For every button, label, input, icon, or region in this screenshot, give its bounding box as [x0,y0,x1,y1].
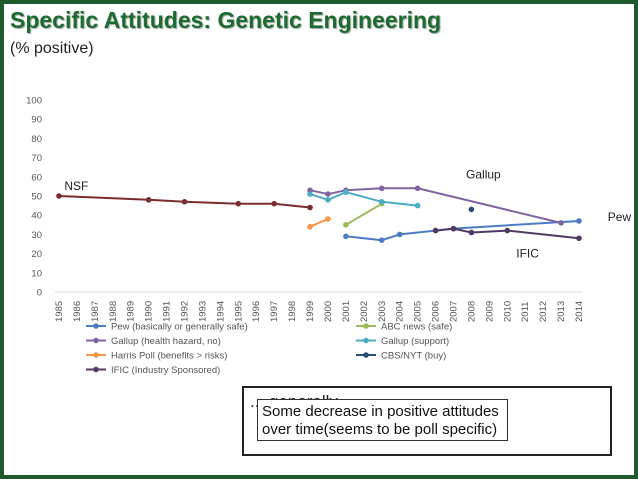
x-tick-label: 2000 [323,301,334,322]
data-point-pew-basically-or-generally-safe [396,231,403,238]
x-tick-label: 1987 [90,301,101,322]
note-panel: ... generally ... Some decrease in posit… [242,386,612,456]
x-tick-label: 1994 [215,301,226,322]
data-point-nsf [235,200,242,207]
data-point-nsf [145,197,152,203]
x-tick-label: 2010 [502,301,513,322]
data-point-harris-poll-benefits-risks [325,216,331,222]
x-tick-label: 1990 [144,301,155,322]
slide-subtitle: (% positive) [10,40,94,57]
y-tick-label: 80 [31,134,42,145]
y-tick-label: 50 [31,192,42,203]
x-tick-label: 1996 [251,301,262,322]
x-tick-label: 1991 [162,301,173,322]
y-tick-label: 20 [31,249,42,260]
data-point-gallup-support [307,191,313,197]
annotation-label: NSF [64,179,88,193]
data-point-pew-basically-or-generally-safe [378,237,385,243]
legend-marker-cbs-nyt-buy [363,352,369,358]
data-point-nsf [307,204,313,211]
legend-label-pew-basically-or-generally-safe: Pew (basically or generally safe) [111,322,248,333]
data-point-gallup-health-hazard-no [325,191,331,197]
x-tick-label: 2003 [377,301,388,322]
series-line-gallup-health-hazard-no [309,187,562,224]
slide: Specific Attitudes: Genetic Engineering … [4,4,634,475]
y-tick-label: 30 [31,230,42,241]
series-line-harris-poll-benefits-risks [309,218,329,228]
legend-marker-pew-basically-or-generally-safe [93,323,99,329]
annotation-label: Gallup [466,168,501,182]
y-tick-label: 100 [26,96,42,107]
data-point-pew-basically-or-generally-safe [343,233,349,240]
note-callout: Some decrease in positive attitudes over… [257,399,508,441]
data-point-ific-industry-sponsored [504,227,511,234]
legend-marker-ific-industry-sponsored [93,366,99,373]
series-line-pew-basically-or-generally-safe [345,220,580,242]
x-tick-label: 1986 [72,301,83,322]
y-tick-label: 70 [31,153,42,164]
x-tick-label: 2006 [431,301,442,322]
data-point-harris-poll-benefits-risks [307,223,313,230]
y-tick-label: 10 [31,268,42,279]
data-point-ific-industry-sponsored [450,225,457,232]
data-point-nsf [56,193,62,199]
x-tick-label: 2009 [484,301,495,322]
x-tick-label: 1992 [180,301,191,322]
y-tick-label: 40 [31,211,42,222]
data-point-gallup-support [378,198,385,205]
data-point-gallup-health-hazard-no [558,220,564,226]
slide-title: Specific Attitudes: Genetic Engineering [10,7,442,33]
y-tick-label: 90 [31,115,42,126]
data-point-gallup-health-hazard-no [378,185,385,192]
series-line-abc-news-safe [345,202,383,226]
x-tick-label: 2002 [359,301,370,322]
data-point-ific-industry-sponsored [468,229,475,236]
line-chart: 0 10 20 30 40 50 60 70 80 90 100 1985 1986 1987 1988 19… [26,96,632,377]
y-tick-label: 60 [31,172,42,183]
legend-label-harris-poll-benefits-risks: Harris Poll (benefits > risks) [111,351,227,362]
legend-label-gallup-support: Gallup (support) [381,336,449,347]
x-tick-label: 1985 [54,301,65,322]
data-point-gallup-support [414,202,421,209]
data-point-gallup-health-hazard-no [414,185,421,192]
x-tick-label: 1993 [197,301,208,322]
x-tick-label: 2004 [395,301,406,322]
legend-marker-abc-news-safe [363,323,369,329]
legend-marker-gallup-health-hazard-no [93,337,99,344]
data-point-ific-industry-sponsored [432,227,439,234]
series-line-nsf [58,195,311,209]
data-point-ific-industry-sponsored [576,235,582,242]
x-tick-label: 1998 [287,301,298,322]
y-tick-label: 0 [37,288,42,299]
x-tick-label: 1989 [126,301,137,322]
x-tick-label: 1999 [305,301,316,322]
data-point-nsf [181,198,188,205]
annotation-label: IFIC [516,246,539,260]
data-point-abc-news-safe [343,222,349,228]
x-tick-label: 1997 [269,301,280,322]
data-point-cbs-nyt-buy [468,206,475,213]
legend-label-abc-news-safe: ABC news (safe) [381,322,452,333]
x-tick-label: 2001 [341,301,352,322]
legend-label-cbs-nyt-buy: CBS/NYT (buy) [381,351,446,362]
annotation-label: Pew [608,210,632,224]
data-point-gallup-support [343,189,349,195]
x-tick-label: 2012 [538,301,549,322]
legend-marker-gallup-support [363,337,369,344]
legend-label-ific-industry-sponsored: IFIC (Industry Sponsored) [111,365,220,376]
x-tick-label: 2011 [520,302,531,322]
x-tick-label: 2007 [448,301,459,322]
data-point-gallup-health-hazard-no [307,187,313,194]
data-point-nsf [271,200,277,207]
x-tick-label: 2014 [574,301,585,322]
x-tick-label: 2008 [466,301,477,322]
x-tick-label: 2013 [556,301,567,322]
data-point-pew-basically-or-generally-safe [576,218,582,224]
legend-marker-harris-poll-benefits-risks [93,352,99,358]
x-tick-label: 1988 [108,301,119,322]
legend-label-gallup-health-hazard-no: Gallup (health hazard, no) [111,336,221,347]
x-tick-label: 1995 [233,301,244,322]
data-point-gallup-support [325,197,331,203]
x-tick-label: 2005 [413,301,424,322]
